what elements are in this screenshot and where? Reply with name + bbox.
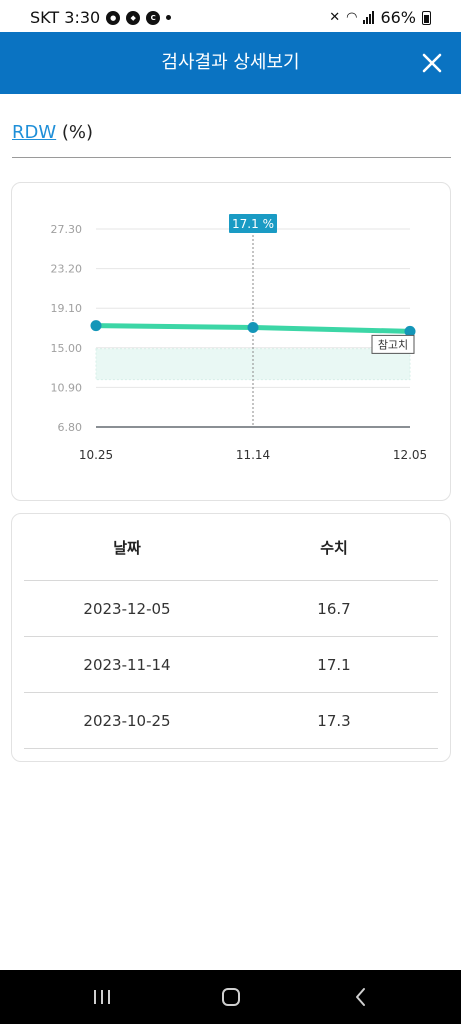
reference-label: 참고치 (371, 334, 415, 354)
x-tick-label: 11.14 (236, 448, 270, 462)
more-notifications-icon (166, 15, 172, 20)
wifi-icon: ◠ (346, 10, 358, 25)
header-value: 수치 (320, 538, 348, 557)
signal-icon (363, 11, 375, 24)
c-icon: C (146, 10, 161, 25)
x-tick-label: 12.05 (393, 448, 427, 462)
battery-percent: 66% (380, 8, 416, 27)
tooltip-box (229, 214, 277, 233)
reference-label-box (371, 334, 415, 354)
data-point[interactable] (247, 322, 259, 334)
row-value: 17.3 (317, 711, 351, 730)
test-unit: (%) (61, 122, 94, 143)
line-chart: 27.30 23.20 19.10 15.00 10.90 6.80 10.25 11.14… (51, 214, 427, 462)
app-header: 검사결과 상세보기 (0, 32, 461, 94)
status-right: ✕ ◠ 66% (329, 8, 431, 27)
game-icon: ◆ (126, 10, 141, 25)
data-point[interactable] (90, 320, 102, 332)
back-icon (356, 988, 365, 1006)
y-tick-label: 10.90 (51, 381, 83, 394)
battery-icon (422, 10, 431, 25)
y-axis-ticks: 27.30 23.20 19.10 15.00 10.90 6.80 (51, 223, 83, 434)
row-value: 17.1 (317, 655, 351, 674)
back-button[interactable] (331, 970, 391, 1024)
results-table-card: 날짜 수치 2023-12-05 16.7 2023-11-14 17.1 20… (11, 513, 451, 762)
mute-icon: ✕ (329, 10, 341, 25)
y-tick-label: 6.80 (58, 421, 83, 434)
system-nav-bar (0, 970, 461, 1024)
table-header: 날짜 수치 (24, 514, 438, 581)
x-axis-ticks: 10.25 11.14 12.05 (79, 448, 427, 462)
talk-icon: ● (106, 10, 121, 25)
test-name-link[interactable]: RDW (12, 122, 57, 143)
carrier-time: SKT 3:30 (30, 8, 101, 27)
value-tooltip: 17.1 % (229, 214, 277, 233)
test-title: RDW (%) (12, 122, 93, 143)
status-bar: SKT 3:30 ● ◆ C ✕ ◠ 66% (0, 0, 461, 36)
y-tick-label: 19.10 (51, 302, 83, 315)
y-tick-label: 27.30 (51, 223, 83, 236)
status-left: SKT 3:30 ● ◆ C (30, 8, 172, 27)
row-date: 2023-12-05 (83, 599, 171, 618)
table-row: 2023-12-05 16.7 (24, 581, 438, 637)
recent-apps-button[interactable] (72, 970, 132, 1024)
row-date: 2023-10-25 (83, 711, 171, 730)
x-tick-label: 10.25 (79, 448, 113, 462)
data-point[interactable] (404, 325, 416, 337)
page-title: 검사결과 상세보기 (161, 52, 300, 73)
close-icon[interactable] (417, 48, 447, 78)
home-button[interactable] (201, 970, 261, 1024)
title-divider (12, 157, 451, 158)
home-icon (222, 988, 240, 1006)
table-row: 2023-11-14 17.1 (24, 637, 438, 693)
data-points (90, 320, 416, 337)
row-date: 2023-11-14 (83, 655, 171, 674)
header-date: 날짜 (113, 538, 141, 557)
row-value: 16.7 (317, 599, 351, 618)
tooltip-text: 17.1 % (232, 217, 274, 231)
chart-card: 27.30 23.20 19.10 15.00 10.90 6.80 10.25 11.14… (11, 182, 451, 501)
y-tick-label: 23.20 (51, 263, 83, 276)
table-row: 2023-10-25 17.3 (24, 693, 438, 749)
reference-label-text: 참고치 (378, 338, 408, 351)
recent-apps-icon (94, 990, 110, 1004)
y-tick-label: 15.00 (51, 342, 83, 355)
